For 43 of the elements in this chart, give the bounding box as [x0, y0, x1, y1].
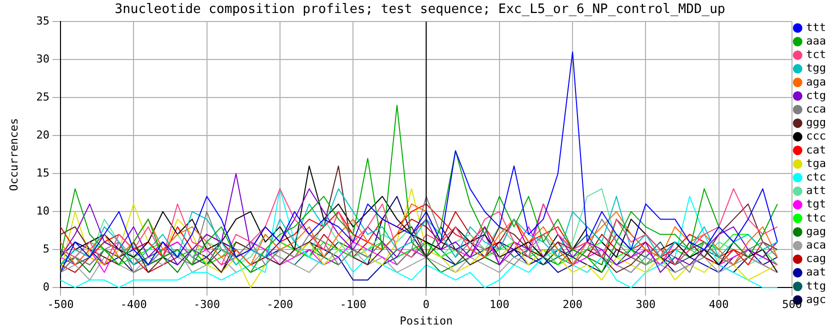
x-tick-label: -100 — [340, 298, 366, 312]
legend-label: cag — [806, 252, 826, 266]
legend-label: cca — [806, 102, 826, 116]
x-tick-label: 100 — [489, 298, 510, 312]
y-tick-label: 10 — [36, 204, 50, 218]
x-tick-label: -300 — [194, 298, 220, 312]
legend-label: ttc — [806, 211, 826, 224]
legend-label: tgt — [806, 198, 826, 211]
legend-label: tga — [806, 156, 826, 170]
legend-label: agc — [806, 292, 826, 306]
legend-label: cat — [806, 143, 826, 156]
legend-label: tgg — [806, 62, 826, 75]
x-tick-label: 400 — [708, 298, 729, 312]
legend-label: ctg — [806, 88, 826, 102]
y-tick-label: 0 — [42, 280, 50, 294]
y-tick-label: 25 — [36, 90, 50, 104]
legend-label: ccc — [806, 130, 826, 143]
x-tick-label: 500 — [782, 298, 802, 312]
legend-label: ctc — [806, 170, 826, 184]
y-axis-title: Occurrences — [7, 118, 20, 192]
legend-label: ggg — [806, 116, 826, 130]
x-tick-label: 200 — [562, 298, 582, 312]
legend-label: aat — [806, 266, 826, 279]
legend-label: aca — [806, 238, 826, 252]
x-tick-label: -400 — [120, 298, 147, 312]
y-tick-label: 30 — [36, 52, 50, 66]
y-tick-label: 15 — [36, 166, 50, 180]
x-axis-title: Position — [400, 314, 453, 328]
x-tick-label: -500 — [47, 298, 74, 312]
x-tick-label: 0 — [422, 298, 430, 312]
legend-label: att — [806, 184, 826, 198]
y-tick-label: 20 — [36, 128, 50, 142]
legend-label: aaa — [806, 34, 826, 48]
y-tick-label: 5 — [42, 242, 50, 256]
legend-label: aga — [806, 75, 826, 88]
legend-label: ttg — [806, 279, 826, 292]
y-tick-label: 35 — [36, 14, 50, 28]
x-tick-label: 300 — [636, 298, 656, 312]
x-tick-label: -200 — [266, 298, 294, 312]
legend-label: ttt — [806, 20, 826, 34]
chart-title: 3nucleotide composition profiles; test sequence; Exc_L5_or_6_NP_control_MDD_up — [114, 2, 726, 18]
legend-label: gag — [806, 224, 826, 238]
legend-label: tct — [806, 48, 826, 62]
